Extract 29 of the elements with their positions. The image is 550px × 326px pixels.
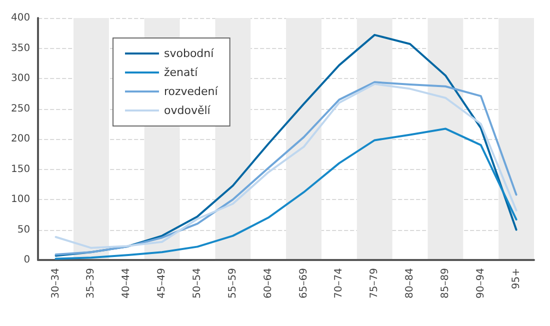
x-tick-label: 40–44	[121, 268, 132, 298]
x-tick-label: 95+	[510, 268, 522, 290]
y-tick-label: 0	[24, 254, 30, 266]
legend-label: rozvedení	[164, 85, 219, 98]
x-tick-label: 90–94	[475, 268, 486, 298]
y-tick-label: 250	[10, 103, 30, 114]
y-tick-label: 400	[10, 12, 30, 24]
x-tick-label: 55–59	[227, 268, 238, 298]
y-tick-label: 350	[10, 42, 30, 54]
y-tick-label: 300	[10, 73, 30, 84]
x-tick-label: 60–64	[262, 268, 274, 298]
x-tick-label: 35–39	[86, 268, 97, 298]
x-tick-label: 45–49	[156, 268, 168, 298]
y-tick-label: 200	[10, 134, 30, 144]
x-tick-label: 80–84	[404, 268, 416, 298]
y-tick-label: 100	[10, 194, 30, 205]
x-tick-label: 30–34	[50, 268, 62, 298]
line-series	[54, 34, 518, 257]
legend-label: ovdovělí	[164, 104, 212, 117]
x-tick-label: 65–69	[298, 268, 310, 298]
x-tick-label: 50–54	[192, 268, 203, 298]
x-tick-label: 75–79	[369, 268, 380, 298]
line-series	[54, 128, 518, 260]
x-tick-label: 85–89	[440, 268, 451, 298]
x-tick-label: 70–74	[334, 268, 345, 298]
y-tick-label: 50	[17, 224, 30, 236]
legend-label: svobodní	[164, 47, 215, 60]
y-tick-label: 150	[10, 164, 30, 175]
legend-label: ženatí	[164, 66, 199, 79]
